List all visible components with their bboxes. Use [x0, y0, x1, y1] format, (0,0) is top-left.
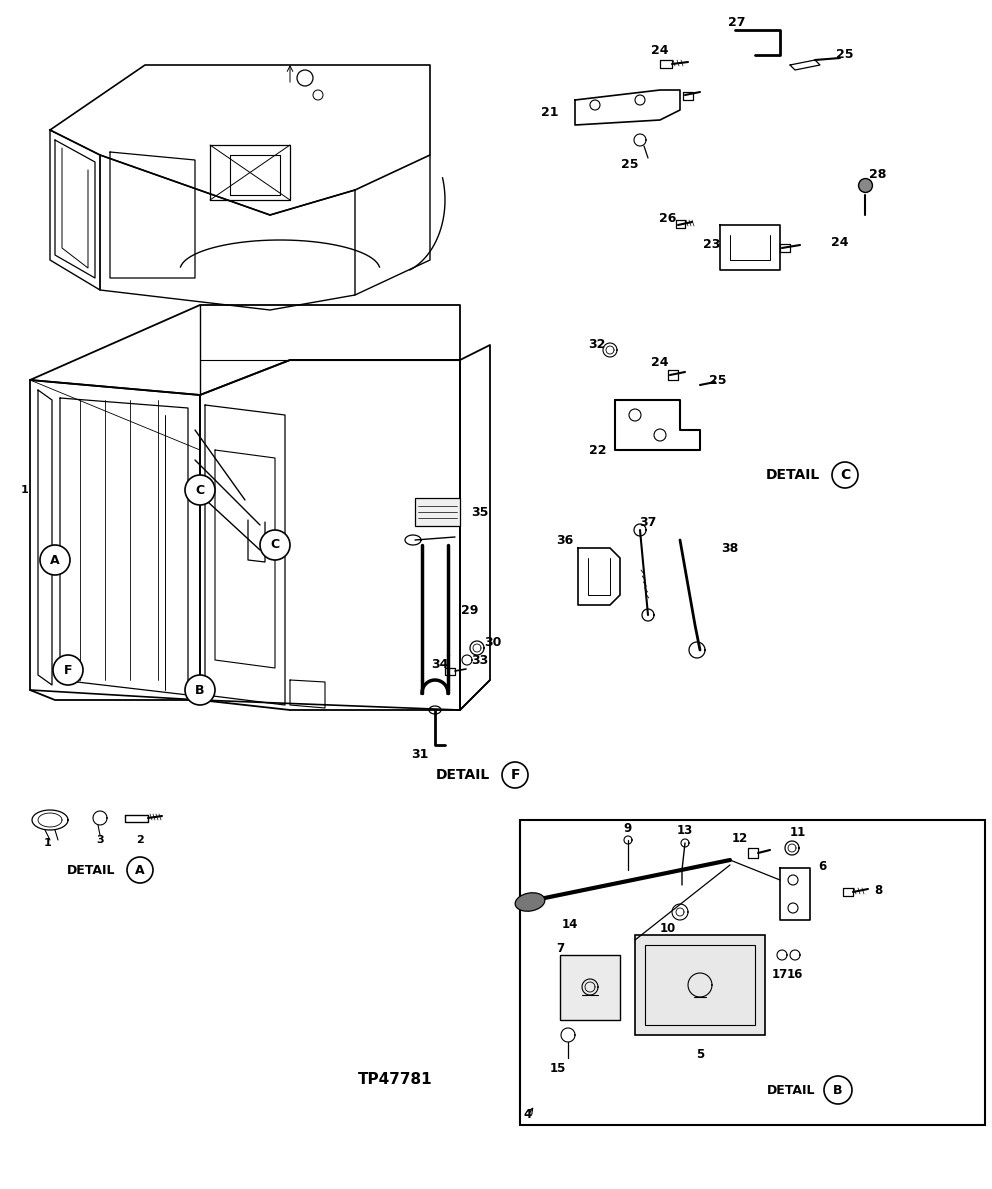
Text: A: A	[51, 554, 60, 566]
Text: 5: 5	[695, 1049, 704, 1062]
Text: 24: 24	[831, 235, 849, 249]
Text: 23: 23	[703, 239, 720, 252]
Text: 24: 24	[652, 44, 669, 57]
Text: 17: 17	[772, 969, 788, 981]
Circle shape	[40, 545, 70, 575]
Text: 1: 1	[44, 838, 52, 848]
Text: 25: 25	[621, 158, 639, 171]
Text: 3: 3	[96, 835, 104, 845]
Text: A: A	[135, 863, 145, 876]
Text: 12: 12	[732, 831, 748, 844]
Bar	[635, 935, 765, 1034]
Text: 1: 1	[21, 485, 29, 495]
Text: 6: 6	[817, 860, 826, 873]
Circle shape	[127, 857, 153, 883]
Text: 36: 36	[557, 534, 573, 547]
Text: 30: 30	[484, 636, 502, 649]
Circle shape	[502, 762, 528, 788]
Bar	[645, 945, 755, 1025]
Text: 38: 38	[721, 541, 739, 554]
Text: 16: 16	[787, 969, 804, 981]
Circle shape	[185, 675, 215, 705]
Bar	[560, 955, 620, 1020]
Text: 34: 34	[432, 659, 448, 672]
Bar	[520, 820, 985, 1125]
Text: 8: 8	[874, 883, 882, 897]
Text: 35: 35	[471, 507, 489, 520]
Circle shape	[185, 474, 215, 505]
Circle shape	[53, 655, 83, 685]
Text: DETAIL: DETAIL	[435, 768, 490, 782]
Circle shape	[832, 463, 858, 487]
Text: 24: 24	[652, 356, 669, 369]
Text: 27: 27	[728, 15, 746, 29]
Text: 32: 32	[588, 339, 606, 352]
Text: 26: 26	[660, 212, 677, 225]
Text: F: F	[510, 768, 520, 782]
Circle shape	[824, 1076, 852, 1105]
Text: 2: 2	[136, 835, 144, 845]
Text: 9: 9	[624, 822, 632, 835]
Text: 4: 4	[524, 1108, 532, 1121]
Ellipse shape	[515, 893, 545, 911]
Text: B: B	[833, 1083, 843, 1096]
Text: TP47781: TP47781	[358, 1072, 433, 1088]
Text: B: B	[195, 684, 204, 697]
Circle shape	[260, 530, 290, 560]
Text: DETAIL: DETAIL	[767, 1083, 815, 1096]
Text: 11: 11	[790, 826, 806, 839]
Text: 22: 22	[589, 443, 607, 457]
Text: 33: 33	[471, 654, 489, 667]
Text: C: C	[195, 484, 204, 497]
Text: 25: 25	[836, 49, 854, 62]
Text: 21: 21	[542, 106, 558, 119]
Text: DETAIL: DETAIL	[766, 468, 820, 482]
Text: 15: 15	[550, 1062, 566, 1075]
Text: 10: 10	[660, 921, 677, 935]
Text: 7: 7	[556, 942, 564, 955]
Text: 29: 29	[461, 604, 479, 617]
Text: 37: 37	[639, 516, 657, 529]
Text: 25: 25	[709, 373, 727, 386]
Text: 28: 28	[869, 169, 887, 182]
Text: DETAIL: DETAIL	[66, 863, 115, 876]
Text: C: C	[840, 468, 850, 482]
Text: F: F	[63, 663, 72, 677]
Text: C: C	[271, 539, 280, 552]
Text: 14: 14	[561, 918, 578, 931]
Text: 31: 31	[412, 749, 429, 761]
Text: 13: 13	[677, 824, 693, 837]
Bar	[415, 498, 460, 526]
